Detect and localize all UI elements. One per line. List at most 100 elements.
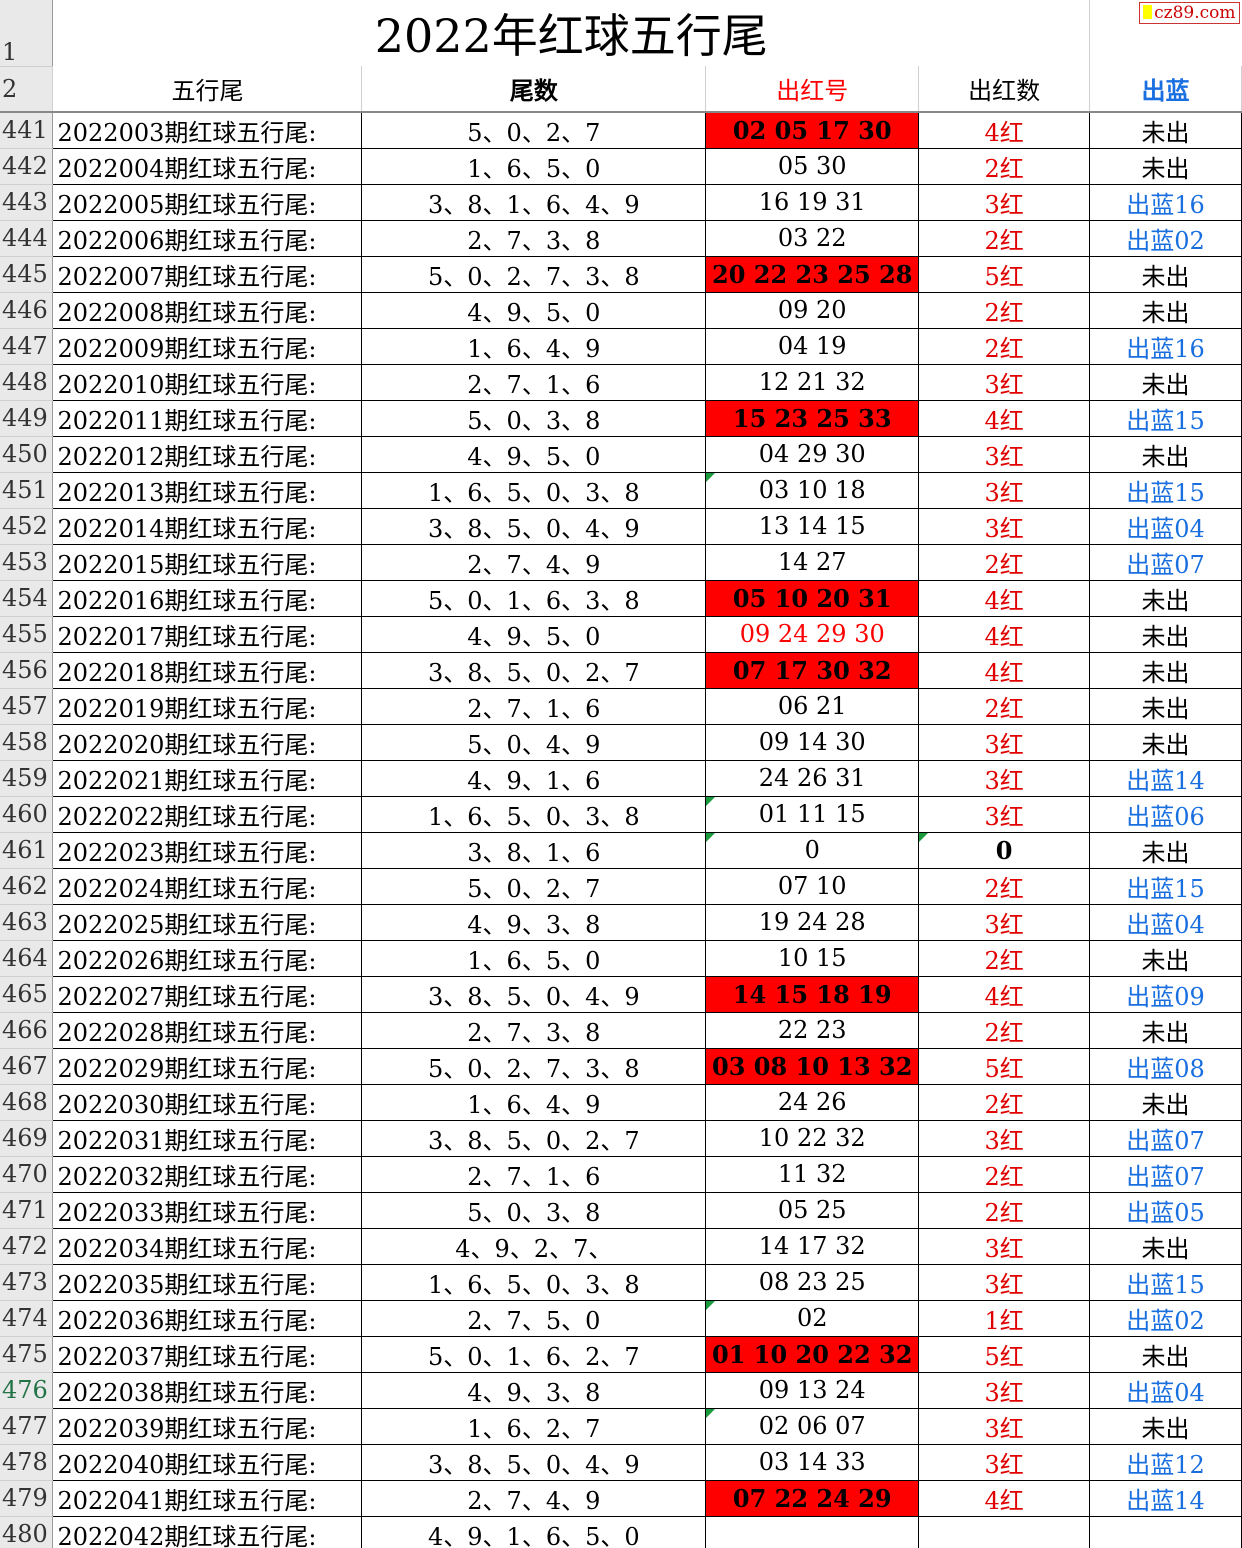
tail-digits-cell[interactable]: 4、9、1、6: [361, 759, 707, 797]
blue-cell[interactable]: 未出: [1089, 147, 1242, 185]
row-header[interactable]: 459: [0, 760, 54, 797]
row-header[interactable]: 448: [0, 364, 54, 401]
red-numbers-cell[interactable]: 02: [705, 1299, 920, 1337]
period-cell[interactable]: 2022034期红球五行尾:: [52, 1227, 363, 1265]
red-numbers-cell[interactable]: 10 22 32: [705, 1119, 920, 1157]
tail-digits-cell[interactable]: 5、0、3、8: [361, 399, 707, 437]
tail-digits-cell[interactable]: 3、8、5、0、2、7: [361, 651, 707, 689]
row-header[interactable]: 473: [0, 1264, 54, 1301]
red-count-cell[interactable]: 3红: [918, 363, 1091, 401]
row-header[interactable]: 476: [0, 1372, 54, 1409]
period-cell[interactable]: 2022024期红球五行尾:: [52, 867, 363, 905]
red-numbers-cell[interactable]: 03 22: [705, 219, 920, 257]
blue-cell[interactable]: 出蓝08: [1089, 1047, 1242, 1085]
red-numbers-cell[interactable]: 14 17 32: [705, 1227, 920, 1265]
blue-cell[interactable]: 出蓝04: [1089, 507, 1242, 545]
blue-cell[interactable]: 未出: [1089, 363, 1242, 401]
period-cell[interactable]: 2022035期红球五行尾:: [52, 1263, 363, 1301]
tail-digits-cell[interactable]: 3、8、1、6、4、9: [361, 183, 707, 221]
row-header[interactable]: 456: [0, 652, 54, 689]
period-cell[interactable]: 2022015期红球五行尾:: [52, 543, 363, 581]
period-cell[interactable]: 2022020期红球五行尾:: [52, 723, 363, 761]
row-header[interactable]: 452: [0, 508, 54, 545]
blue-cell[interactable]: 出蓝15: [1089, 471, 1242, 509]
period-cell[interactable]: 2022007期红球五行尾:: [52, 255, 363, 293]
tail-digits-cell[interactable]: 1、6、5、0、3、8: [361, 1263, 707, 1301]
red-numbers-cell[interactable]: 22 23: [705, 1011, 920, 1049]
tail-digits-cell[interactable]: 5、0、2、7: [361, 867, 707, 905]
period-cell[interactable]: 2022038期红球五行尾:: [52, 1371, 363, 1409]
red-numbers-cell[interactable]: 01 10 20 22 32: [705, 1335, 920, 1373]
blue-cell[interactable]: 未出: [1089, 1335, 1242, 1373]
blue-cell[interactable]: 未出: [1089, 579, 1242, 617]
blue-cell[interactable]: 未出: [1089, 291, 1242, 329]
tail-digits-cell[interactable]: 1、6、5、0、3、8: [361, 471, 707, 509]
period-cell[interactable]: 2022031期红球五行尾:: [52, 1119, 363, 1157]
blue-cell[interactable]: 出蓝15: [1089, 867, 1242, 905]
period-cell[interactable]: 2022041期红球五行尾:: [52, 1479, 363, 1517]
row-header[interactable]: 458: [0, 724, 54, 761]
blue-cell[interactable]: 出蓝02: [1089, 219, 1242, 257]
row-header[interactable]: 472: [0, 1228, 54, 1265]
period-cell[interactable]: 2022026期红球五行尾:: [52, 939, 363, 977]
tail-digits-cell[interactable]: 5、0、2、7: [361, 111, 707, 149]
red-count-cell[interactable]: 4红: [918, 651, 1091, 689]
tail-digits-cell[interactable]: 3、8、1、6: [361, 831, 707, 869]
tail-digits-cell[interactable]: 4、9、5、0: [361, 435, 707, 473]
red-numbers-cell[interactable]: 03 14 33: [705, 1443, 920, 1481]
row-header[interactable]: 465: [0, 976, 54, 1013]
period-cell[interactable]: 2022042期红球五行尾:: [52, 1515, 363, 1548]
period-cell[interactable]: 2022008期红球五行尾:: [52, 291, 363, 329]
red-numbers-cell[interactable]: 0: [705, 831, 920, 869]
period-cell[interactable]: 2022032期红球五行尾:: [52, 1155, 363, 1193]
red-count-cell[interactable]: 2红: [918, 1191, 1091, 1229]
red-numbers-cell[interactable]: 07 22 24 29: [705, 1479, 920, 1517]
red-numbers-cell[interactable]: 24 26 31: [705, 759, 920, 797]
period-cell[interactable]: 2022040期红球五行尾:: [52, 1443, 363, 1481]
tail-digits-cell[interactable]: 3、8、5、0、4、9: [361, 1443, 707, 1481]
red-numbers-cell[interactable]: 05 10 20 31: [705, 579, 920, 617]
red-count-cell[interactable]: 4红: [918, 975, 1091, 1013]
red-numbers-cell[interactable]: 12 21 32: [705, 363, 920, 401]
watermark-cell[interactable]: cz89.com: [1090, 0, 1242, 66]
row-header[interactable]: 462: [0, 868, 54, 905]
red-count-cell[interactable]: 4红: [918, 1479, 1091, 1517]
tail-digits-cell[interactable]: 2、7、3、8: [361, 1011, 707, 1049]
header-chulan[interactable]: 出蓝: [1089, 66, 1242, 113]
row-header[interactable]: 469: [0, 1120, 54, 1157]
red-numbers-cell[interactable]: 24 26: [705, 1083, 920, 1121]
period-cell[interactable]: 2022029期红球五行尾:: [52, 1047, 363, 1085]
period-cell[interactable]: 2022011期红球五行尾:: [52, 399, 363, 437]
tail-digits-cell[interactable]: 1、6、5、0、3、8: [361, 795, 707, 833]
row-header[interactable]: 446: [0, 292, 54, 329]
period-cell[interactable]: 2022012期红球五行尾:: [52, 435, 363, 473]
red-count-cell[interactable]: 2红: [918, 291, 1091, 329]
red-numbers-cell[interactable]: 14 15 18 19: [705, 975, 920, 1013]
blue-cell[interactable]: 出蓝06: [1089, 795, 1242, 833]
row-header[interactable]: 463: [0, 904, 54, 941]
row-header[interactable]: 478: [0, 1444, 54, 1481]
row-header[interactable]: 451: [0, 472, 54, 509]
blue-cell[interactable]: 出蓝07: [1089, 1119, 1242, 1157]
tail-digits-cell[interactable]: 1、6、5、0: [361, 939, 707, 977]
tail-digits-cell[interactable]: 1、6、2、7: [361, 1407, 707, 1445]
red-count-cell[interactable]: 2红: [918, 1011, 1091, 1049]
row-header[interactable]: 443: [0, 184, 54, 221]
period-cell[interactable]: 2022036期红球五行尾:: [52, 1299, 363, 1337]
blue-cell[interactable]: 出蓝07: [1089, 1155, 1242, 1193]
tail-digits-cell[interactable]: 5、0、2、7、3、8: [361, 1047, 707, 1085]
tail-digits-cell[interactable]: 5、0、3、8: [361, 1191, 707, 1229]
row-header[interactable]: 442: [0, 148, 54, 185]
period-cell[interactable]: 2022033期红球五行尾:: [52, 1191, 363, 1229]
red-numbers-cell[interactable]: 13 14 15: [705, 507, 920, 545]
row-header[interactable]: 447: [0, 328, 54, 365]
period-cell[interactable]: 2022039期红球五行尾:: [52, 1407, 363, 1445]
blue-cell[interactable]: 未出: [1089, 687, 1242, 725]
red-numbers-cell[interactable]: 20 22 23 25 28: [705, 255, 920, 293]
tail-digits-cell[interactable]: 2、7、4、9: [361, 1479, 707, 1517]
row-header[interactable]: 441: [0, 111, 54, 149]
tail-digits-cell[interactable]: 1、6、5、0: [361, 147, 707, 185]
tail-digits-cell[interactable]: 4、9、3、8: [361, 1371, 707, 1409]
red-count-cell[interactable]: 4红: [918, 399, 1091, 437]
period-cell[interactable]: 2022037期红球五行尾:: [52, 1335, 363, 1373]
